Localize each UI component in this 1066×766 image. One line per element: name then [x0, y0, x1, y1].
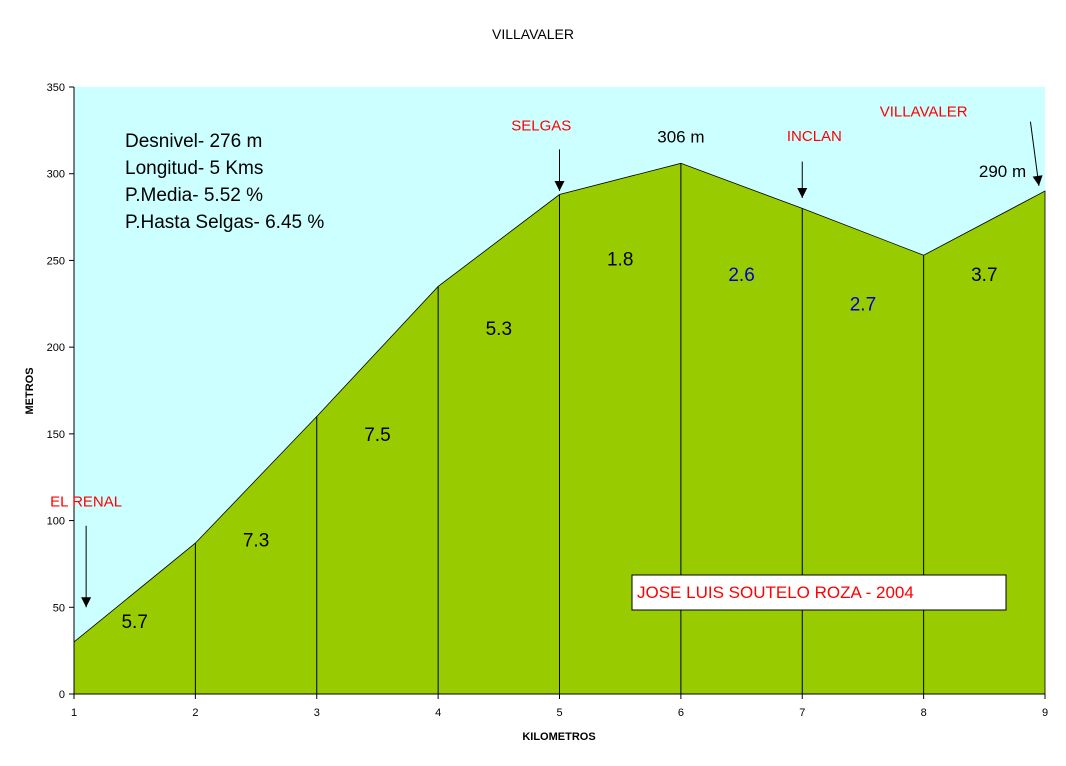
- credit-text: JOSE LUIS SOUTELO ROZA - 2004: [637, 583, 914, 602]
- x-tick-label: 4: [435, 707, 441, 719]
- route-summary: Desnivel- 276 m Longitud- 5 Kms P.Media- 5…: [125, 131, 324, 233]
- place-arrow: [1029, 121, 1040, 186]
- segment-gradient-label: 1.8: [607, 250, 633, 271]
- y-tick-label: 200: [47, 342, 65, 354]
- route-summary-line: P.Hasta Selgas- 6.45 %: [125, 212, 324, 233]
- arrow-head-icon: [81, 597, 92, 608]
- x-tick-label: 5: [556, 707, 562, 719]
- elevation-label: 290 m: [979, 162, 1026, 181]
- route-summary-line: Desnivel- 276 m: [125, 131, 262, 152]
- place-label: EL RENAL: [50, 494, 122, 511]
- segment-gradient-label: 5.7: [121, 612, 147, 633]
- y-ticks: 0 50 100 150 200 250 300 350: [47, 82, 74, 701]
- x-tick-label: 3: [314, 707, 320, 719]
- place-label: INCLAN: [787, 128, 842, 145]
- y-tick-label: 300: [47, 169, 65, 181]
- x-axis-label: KILOMETROS: [522, 731, 595, 743]
- segment-gradient-label: 2.7: [850, 295, 876, 316]
- y-tick-label: 50: [53, 602, 65, 614]
- place-label: VILLAVALER: [880, 103, 968, 120]
- arrow-head-icon: [1032, 175, 1043, 186]
- x-tick-label: 6: [678, 707, 684, 719]
- x-tick-label: 8: [921, 707, 927, 719]
- y-tick-label: 100: [47, 516, 65, 528]
- y-tick-label: 0: [59, 689, 65, 701]
- y-tick-label: 150: [47, 429, 65, 441]
- arrow-head-icon: [554, 181, 565, 192]
- segment-gradients: 5.7 7.3 7.5 5.3 1.8 2.6 2.7 3.7: [121, 250, 997, 633]
- y-tick-label: 250: [47, 255, 65, 267]
- segment-gradient-label: 3.7: [971, 265, 997, 286]
- chart-title: VILLAVALER: [492, 26, 574, 42]
- x-tick-label: 1: [71, 707, 77, 719]
- x-tick-label: 7: [799, 707, 805, 719]
- route-summary-line: P.Media- 5.52 %: [125, 185, 263, 206]
- elevation-label: 306 m: [657, 127, 704, 146]
- y-tick-label: 350: [47, 82, 65, 94]
- route-summary-line: Longitud- 5 Kms: [125, 158, 263, 179]
- segment-gradient-label: 7.5: [364, 425, 390, 446]
- arrow-head-icon: [797, 187, 808, 198]
- x-ticks: 1 2 3 4 5 6 7 8 9: [71, 694, 1048, 719]
- y-axis-label: METROS: [24, 367, 36, 414]
- place-label: SELGAS: [511, 117, 571, 134]
- x-tick-label: 9: [1042, 707, 1048, 719]
- x-tick-label: 2: [192, 707, 198, 719]
- credit-box: [631, 574, 1007, 611]
- segment-gradient-label: 2.6: [728, 265, 754, 286]
- segment-gradient-label: 5.3: [486, 319, 512, 340]
- place-markers: EL RENAL SELGAS INCLAN VILLAVALER: [50, 103, 1043, 608]
- elevation-labels: 306 m 290 m: [657, 127, 1026, 181]
- segment-gradient-label: 7.3: [243, 531, 269, 552]
